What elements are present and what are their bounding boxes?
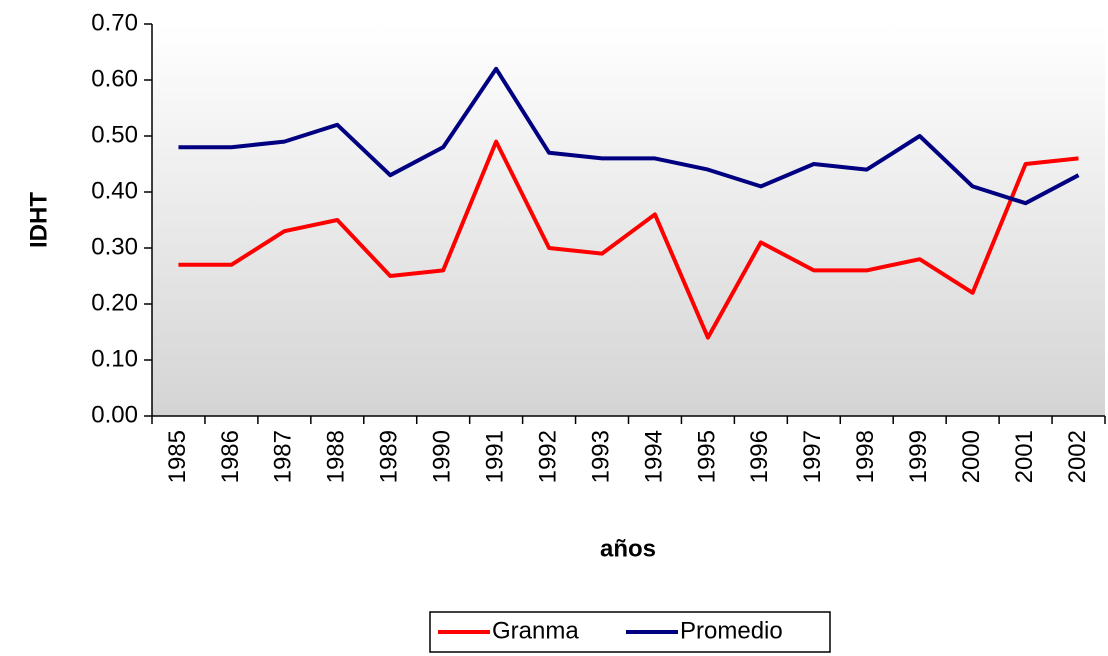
data-line xyxy=(178,139,1079,340)
y-tick-label: 0.10 xyxy=(91,345,138,372)
x-tick-label: 1993 xyxy=(587,430,614,483)
x-tick-label: 1997 xyxy=(799,430,826,483)
data-line xyxy=(178,66,1080,206)
x-tick-label: 1995 xyxy=(693,430,720,483)
x-tick-label: 1994 xyxy=(640,430,667,483)
x-tick-label: 1998 xyxy=(852,430,879,483)
x-tick-label: 1996 xyxy=(746,430,773,483)
y-tick-label: 0.60 xyxy=(91,65,138,92)
y-tick-label: 0.70 xyxy=(91,9,138,36)
x-tick-label: 1992 xyxy=(534,430,561,483)
plot-area xyxy=(152,24,1105,416)
x-tick-label: 2001 xyxy=(1011,430,1038,483)
x-tick-label: 1986 xyxy=(217,430,244,483)
x-axis-label: años xyxy=(600,535,656,562)
x-tick-label: 1990 xyxy=(429,430,456,483)
x-tick-label: 1999 xyxy=(905,430,932,483)
legend-label: Promedio xyxy=(680,617,783,644)
x-tick-label: 2000 xyxy=(958,430,985,483)
x-tick-label: 1987 xyxy=(270,430,297,483)
y-axis-label: IDHT xyxy=(25,192,52,248)
x-tick-label: 1985 xyxy=(164,430,191,483)
y-tick-label: 0.50 xyxy=(91,121,138,148)
y-tick-label: 0.40 xyxy=(91,177,138,204)
y-tick-label: 0.00 xyxy=(91,401,138,428)
x-tick-label: 1988 xyxy=(323,430,350,483)
x-tick-label: 1989 xyxy=(376,430,403,483)
y-tick-label: 0.20 xyxy=(91,289,138,316)
x-tick-label: 2002 xyxy=(1064,430,1091,483)
y-tick-label: 0.30 xyxy=(91,233,138,260)
x-tick-label: 1991 xyxy=(481,430,508,483)
legend-label: Granma xyxy=(492,617,579,644)
